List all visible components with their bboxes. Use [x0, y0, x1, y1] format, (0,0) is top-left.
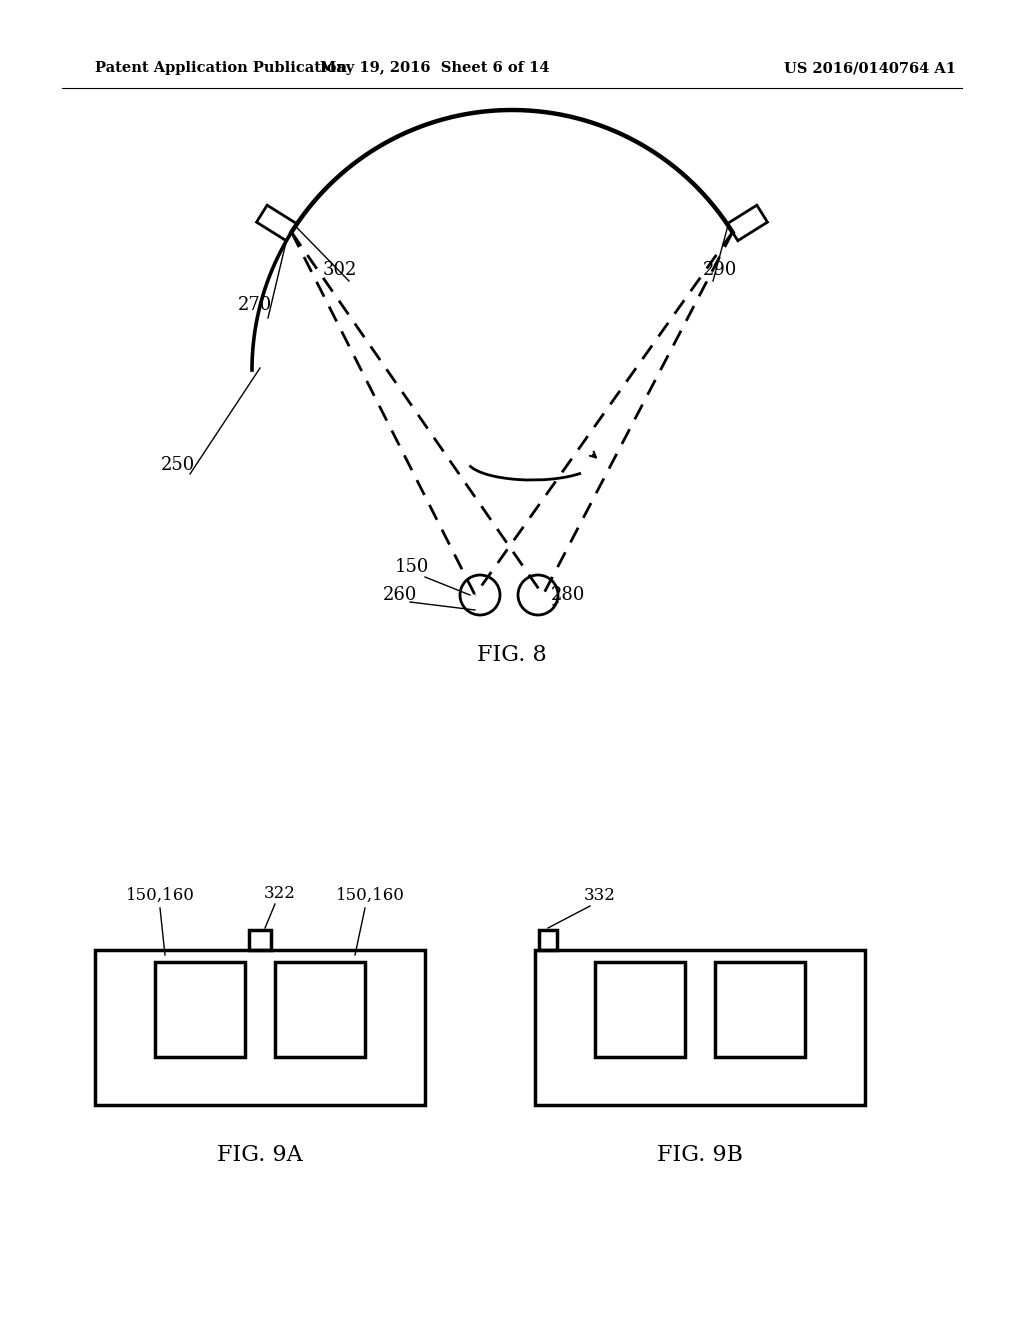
Text: 150: 150 [395, 558, 429, 576]
Bar [539, 931, 557, 950]
Bar [595, 962, 685, 1057]
Bar [155, 962, 245, 1057]
Text: 250: 250 [161, 455, 196, 474]
Text: 270: 270 [238, 296, 272, 314]
Text: 280: 280 [551, 586, 585, 605]
Bar [715, 962, 805, 1057]
Bar [95, 950, 425, 1105]
Bar [535, 950, 865, 1105]
Text: 150,160: 150,160 [126, 887, 195, 904]
Text: FIG. 8: FIG. 8 [477, 644, 547, 667]
Text: 332: 332 [584, 887, 616, 904]
Bar [275, 962, 365, 1057]
Text: 290: 290 [702, 261, 737, 279]
Text: 322: 322 [264, 884, 296, 902]
Text: 260: 260 [383, 586, 417, 605]
Text: Patent Application Publication: Patent Application Publication [95, 61, 347, 75]
Bar [249, 931, 271, 950]
Text: US 2016/0140764 A1: US 2016/0140764 A1 [784, 61, 956, 75]
Text: May 19, 2016  Sheet 6 of 14: May 19, 2016 Sheet 6 of 14 [321, 61, 550, 75]
Text: FIG. 9B: FIG. 9B [657, 1144, 743, 1166]
Text: FIG. 9A: FIG. 9A [217, 1144, 303, 1166]
Text: 302: 302 [323, 261, 357, 279]
Text: 150,160: 150,160 [336, 887, 404, 904]
